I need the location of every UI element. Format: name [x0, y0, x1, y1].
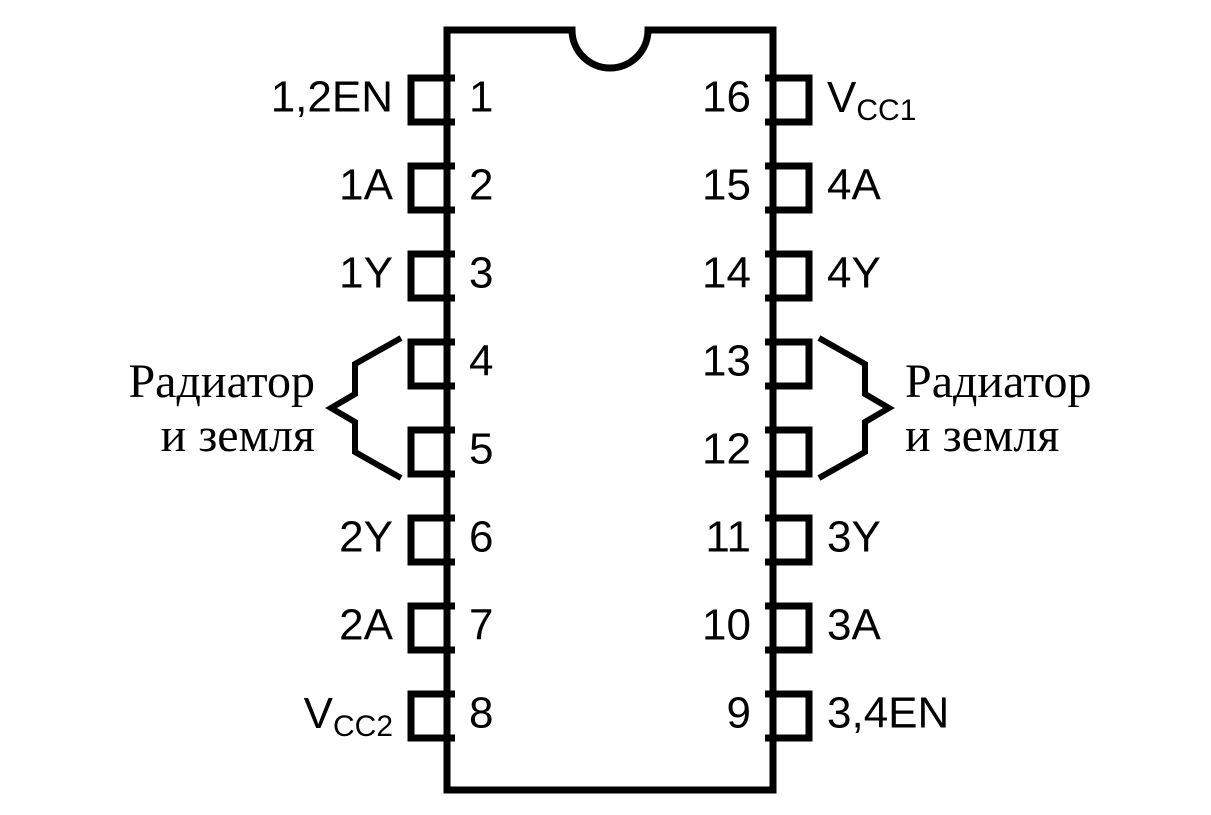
pin-label: 4Y	[827, 249, 881, 298]
pin-label: 3,4EN	[827, 689, 949, 738]
pin-label: 1A	[339, 161, 393, 210]
pin-label: 2Y	[339, 513, 393, 562]
ic-pinout-diagram: 1 1,2EN 2 1A 3 1Y 4 5 6 2Y 7 2A 8 VCC2 16 VCC1 15 4A 14 4Y 1…	[0, 0, 1211, 815]
pin-label: 2A	[339, 601, 393, 650]
pin-number: 5	[469, 425, 493, 474]
group-label-left-line1: Радиатор	[128, 355, 315, 408]
group-label-left-line2: и земля	[161, 409, 315, 462]
pin-label: 3Y	[827, 513, 881, 562]
pin-number: 6	[469, 513, 493, 562]
chip-body	[447, 30, 773, 790]
pin-number: 10	[702, 601, 751, 650]
pin-number: 4	[469, 337, 493, 386]
pin-number: 8	[469, 689, 493, 738]
pin-number: 9	[727, 689, 751, 738]
pin-number: 16	[702, 73, 751, 122]
pin-label: VCC2	[304, 689, 393, 743]
left-group-brace	[331, 338, 401, 478]
pin-label: 1,2EN	[271, 73, 393, 122]
group-label-right-line2: и земля	[905, 409, 1059, 462]
pin-number: 1	[469, 73, 493, 122]
pin-number: 14	[702, 249, 751, 298]
pin-number: 2	[469, 161, 493, 210]
pin-number: 11	[705, 513, 751, 562]
right-group-brace	[819, 338, 889, 478]
pin-number: 12	[702, 425, 751, 474]
pin-number: 7	[469, 601, 493, 650]
pin-number: 3	[469, 249, 493, 298]
pin-number: 15	[702, 161, 751, 210]
pin-label: VCC1	[827, 73, 916, 127]
pin-number: 13	[702, 337, 751, 386]
pin-label: 3A	[827, 601, 881, 650]
pin-label: 1Y	[339, 249, 393, 298]
pin-label: 4A	[827, 161, 881, 210]
group-label-right-line1: Радиатор	[905, 355, 1092, 408]
